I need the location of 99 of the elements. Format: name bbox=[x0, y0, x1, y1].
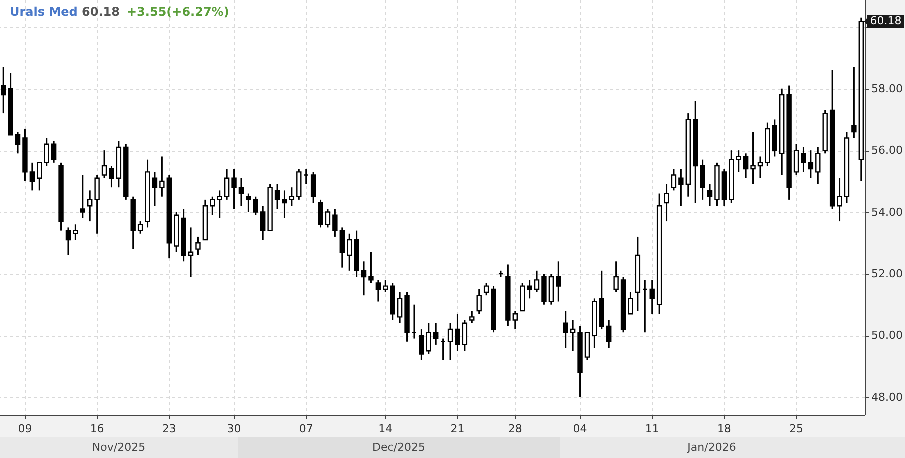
candlestick bbox=[80, 174, 86, 220]
candlestick bbox=[455, 313, 460, 352]
candlestick bbox=[1, 66, 6, 114]
annotation: 60.18 bbox=[82, 5, 120, 19]
x-tick-label: 09 bbox=[18, 422, 32, 436]
candlestick bbox=[527, 279, 532, 300]
x-tick-label: 07 bbox=[299, 422, 314, 436]
candlestick bbox=[138, 220, 144, 235]
candlestick bbox=[664, 184, 670, 222]
candlestick bbox=[448, 322, 454, 362]
candlestick bbox=[419, 328, 424, 362]
candlestick bbox=[650, 279, 655, 315]
candlestick bbox=[852, 66, 857, 139]
y-tick-label: 58.00 bbox=[872, 82, 903, 96]
candlestick bbox=[671, 168, 677, 192]
candlestick bbox=[484, 282, 490, 296]
candlestick bbox=[837, 178, 842, 222]
candlestick bbox=[347, 233, 352, 272]
candlestick bbox=[246, 193, 252, 214]
candlestick bbox=[73, 224, 78, 241]
candlestick bbox=[260, 205, 266, 241]
candlestick bbox=[476, 288, 482, 315]
candlestick bbox=[217, 190, 222, 220]
candlestick bbox=[700, 159, 706, 201]
candlestick bbox=[794, 144, 800, 176]
candlestick bbox=[253, 196, 258, 216]
x-tick-label: 25 bbox=[790, 422, 804, 436]
candlestick bbox=[462, 320, 468, 352]
candlestick bbox=[434, 322, 439, 346]
candlestick bbox=[340, 226, 345, 269]
candlestick bbox=[556, 260, 562, 303]
y-tick-label: 56.00 bbox=[872, 144, 903, 158]
text: Nov/2025 bbox=[92, 441, 146, 454]
annotation: +3.55(+6.27%) bbox=[127, 5, 230, 19]
candlestick bbox=[563, 310, 568, 349]
candlestick bbox=[678, 168, 684, 207]
candlestick bbox=[66, 226, 72, 256]
x-tick-label: 30 bbox=[227, 422, 242, 436]
candlestick bbox=[109, 165, 114, 188]
candlestick bbox=[801, 146, 806, 173]
candlestick bbox=[310, 171, 316, 204]
candlestick bbox=[51, 140, 57, 164]
candlestick bbox=[614, 260, 619, 294]
candlestick bbox=[570, 320, 576, 352]
candlestick bbox=[232, 168, 237, 210]
candlestick bbox=[470, 310, 475, 324]
candlestick bbox=[707, 184, 713, 207]
y-tick-label: 50.00 bbox=[872, 329, 903, 342]
candlestick bbox=[397, 292, 403, 324]
candlestick bbox=[160, 156, 165, 198]
candlestick bbox=[37, 162, 42, 192]
candlestick bbox=[368, 252, 374, 284]
candlestick bbox=[383, 279, 388, 294]
x-tick-label: 04 bbox=[573, 422, 588, 436]
x-tick-label: 11 bbox=[645, 422, 660, 436]
candlestick bbox=[188, 226, 194, 278]
candlestick bbox=[94, 174, 100, 235]
y-tick-label: 54.00 bbox=[872, 206, 903, 219]
candlestick bbox=[15, 131, 21, 154]
chart-title: Urals Med bbox=[10, 5, 78, 19]
candlestick bbox=[318, 199, 324, 228]
candlestick bbox=[376, 279, 382, 303]
candlestick bbox=[512, 310, 518, 330]
candlestick bbox=[628, 292, 634, 315]
candlestick bbox=[152, 171, 158, 207]
candlestick bbox=[816, 146, 821, 186]
candlestick bbox=[282, 190, 288, 220]
candlestick bbox=[274, 184, 280, 210]
candlestick bbox=[750, 131, 756, 186]
candlestick bbox=[224, 168, 230, 201]
y-tick-label: 48.00 bbox=[872, 390, 903, 404]
x-tick-label: 14 bbox=[378, 422, 393, 436]
candlestick bbox=[361, 260, 367, 296]
candlestick bbox=[743, 152, 749, 180]
candlestick bbox=[332, 208, 338, 238]
annotation: 60.18 bbox=[870, 14, 902, 28]
candlestick bbox=[325, 208, 331, 228]
candlestick bbox=[196, 236, 201, 256]
candlestick bbox=[758, 156, 764, 180]
candlestick bbox=[238, 178, 244, 207]
candlestick bbox=[736, 150, 742, 173]
x-tick-label: 18 bbox=[717, 422, 732, 436]
x-tick-label: 21 bbox=[450, 422, 465, 436]
candlestick bbox=[210, 196, 216, 216]
candlestick bbox=[426, 322, 432, 355]
candlestick bbox=[102, 150, 108, 180]
candlestick bbox=[606, 320, 612, 349]
y-tick-label: 52.00 bbox=[872, 267, 903, 280]
candlestick bbox=[534, 270, 540, 294]
candlestick bbox=[88, 190, 93, 222]
x-tick-label: 28 bbox=[508, 422, 522, 436]
text: Jan/2026 bbox=[686, 441, 736, 454]
text: Dec/2025 bbox=[372, 441, 426, 454]
candlestick bbox=[289, 186, 295, 207]
x-tick-label: 16 bbox=[90, 422, 104, 436]
x-tick-label: 23 bbox=[162, 422, 176, 436]
candlestick bbox=[30, 162, 36, 192]
candlestick bbox=[808, 150, 814, 180]
candlestick bbox=[44, 137, 50, 167]
